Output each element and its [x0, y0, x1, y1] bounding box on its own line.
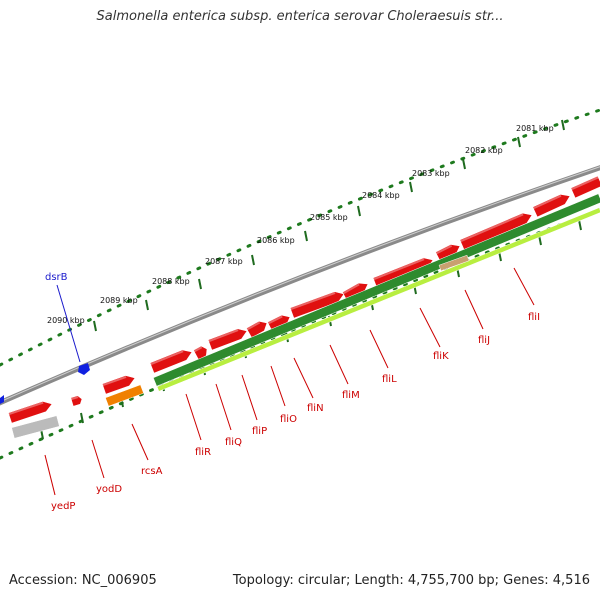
gene-label-fliR: fliR — [195, 447, 211, 458]
gene-label-fliO: fliO — [280, 414, 297, 425]
scale-tick-major — [304, 230, 308, 242]
gene-arrow-fliK2-shine — [435, 244, 453, 255]
gene-leader-line — [329, 344, 349, 385]
gene-leader-line — [241, 374, 258, 421]
scale-tick-major — [198, 278, 202, 290]
scale-tick-major — [409, 181, 413, 193]
scale-label: 2088 kbp — [152, 277, 190, 286]
gene-leader-line — [215, 383, 232, 431]
gene-label-fliI: fliI — [528, 312, 540, 323]
gene-arrow-fliN-shine — [267, 315, 283, 325]
scale-label: 2083 kbp — [412, 169, 450, 178]
gene-arrow-fliO-shine — [246, 321, 261, 331]
gene-leader-line — [185, 393, 202, 441]
gene-leader-line — [293, 357, 314, 399]
gene-leader-line — [44, 454, 56, 496]
gene-arrow-fliR-shine — [150, 350, 184, 366]
gene-arrow-yedP — [7, 400, 53, 424]
feature-orange-rcsA — [105, 384, 144, 407]
gene-arrow-fliP — [207, 328, 248, 351]
scale-label: 2082 kbp — [465, 146, 503, 155]
gene-arrow-fliO — [245, 320, 268, 339]
scale-tick-major — [145, 299, 149, 311]
cds-band-light-green — [156, 207, 600, 392]
scale-label: 2086 kbp — [257, 236, 295, 245]
gene-label-fliL: fliL — [382, 374, 397, 385]
gene-label-fliQ: fliQ — [225, 437, 242, 448]
map-title: Salmonella enterica subsp. enterica sero… — [96, 9, 504, 24]
gene-arrow-edge — [570, 175, 600, 199]
gene-leader-line — [513, 267, 535, 306]
gene-label-fliK: fliK — [433, 351, 449, 362]
scale-tick-major — [251, 254, 255, 266]
gene-arrow-fliR — [149, 349, 193, 374]
gene-leader-line — [464, 289, 484, 330]
scale-tick-major — [93, 320, 97, 332]
gene-label-rcsA: rcsA — [141, 466, 163, 477]
gene-arrow-rcsA — [101, 375, 136, 395]
gene-arrow-fliI — [532, 193, 571, 218]
gene-arrow-yodD-shine — [70, 396, 79, 401]
gene-arrow-fliQ-shine — [193, 346, 203, 353]
cds-band-tan — [438, 254, 470, 272]
gene-arrow-fliK-shine — [373, 258, 425, 281]
feature-gray-yedP — [11, 415, 60, 439]
inner-scale-tick — [578, 219, 582, 231]
gene-label-fliM: fliM — [342, 390, 360, 401]
gene-leader-line — [56, 284, 81, 363]
cds-band-dark-green — [152, 193, 600, 387]
gene-label-fliP: fliP — [252, 426, 267, 437]
gene-arrow-fliI-shine — [532, 194, 562, 210]
gene-leader-line — [419, 307, 441, 348]
outer-scale-arc — [0, 108, 600, 367]
gene-arrow-rcsA-shine — [102, 375, 127, 387]
inner-scale-tick — [80, 412, 84, 424]
gene-label-yedP: yedP — [51, 501, 75, 512]
gene-arrow-yedP-shine — [8, 401, 44, 416]
gene-arrow-fliJ-shine — [460, 213, 524, 243]
gene-label-fliJ: fliJ — [478, 335, 490, 346]
gene-arrow-blue-edge — [0, 395, 4, 404]
gene-arrow-fliP-shine — [208, 329, 239, 343]
scale-label: 2089 kbp — [100, 296, 138, 305]
scale-tick-major — [517, 136, 521, 148]
gene-arrow-fliM-shine — [290, 292, 336, 311]
scale-label: 2081 kbp — [516, 124, 554, 133]
scale-tick-major — [561, 119, 565, 131]
scale-tick-major — [357, 205, 361, 217]
gene-arrow-edge-shine — [570, 176, 599, 191]
gene-arrow-fliL-shine — [342, 283, 360, 295]
scale-label: 2084 kbp — [362, 191, 400, 200]
scale-label: 2090 kbp — [47, 316, 85, 325]
gene-arrow-yodD — [70, 395, 83, 407]
gene-leader-line — [131, 423, 149, 461]
scale-label: 2085 kbp — [310, 213, 348, 222]
gene-leader-line — [91, 439, 105, 479]
scale-tick-major — [462, 158, 466, 170]
gene-arrow-dsrB — [78, 363, 90, 375]
scale-label: 2087 kbp — [205, 257, 243, 266]
accession-text: Accession: NC_006905 — [9, 573, 157, 588]
genome-summary-text: Topology: circular; Length: 4,755,700 bp… — [232, 573, 590, 588]
gene-leader-line — [369, 329, 389, 369]
gene-label-yodD: yodD — [96, 484, 122, 495]
genome-backbone — [0, 165, 600, 406]
gene-leader-line — [270, 365, 286, 407]
gene-label-fliN: fliN — [307, 403, 324, 414]
gene-label-dsrB: dsrB — [45, 272, 68, 283]
